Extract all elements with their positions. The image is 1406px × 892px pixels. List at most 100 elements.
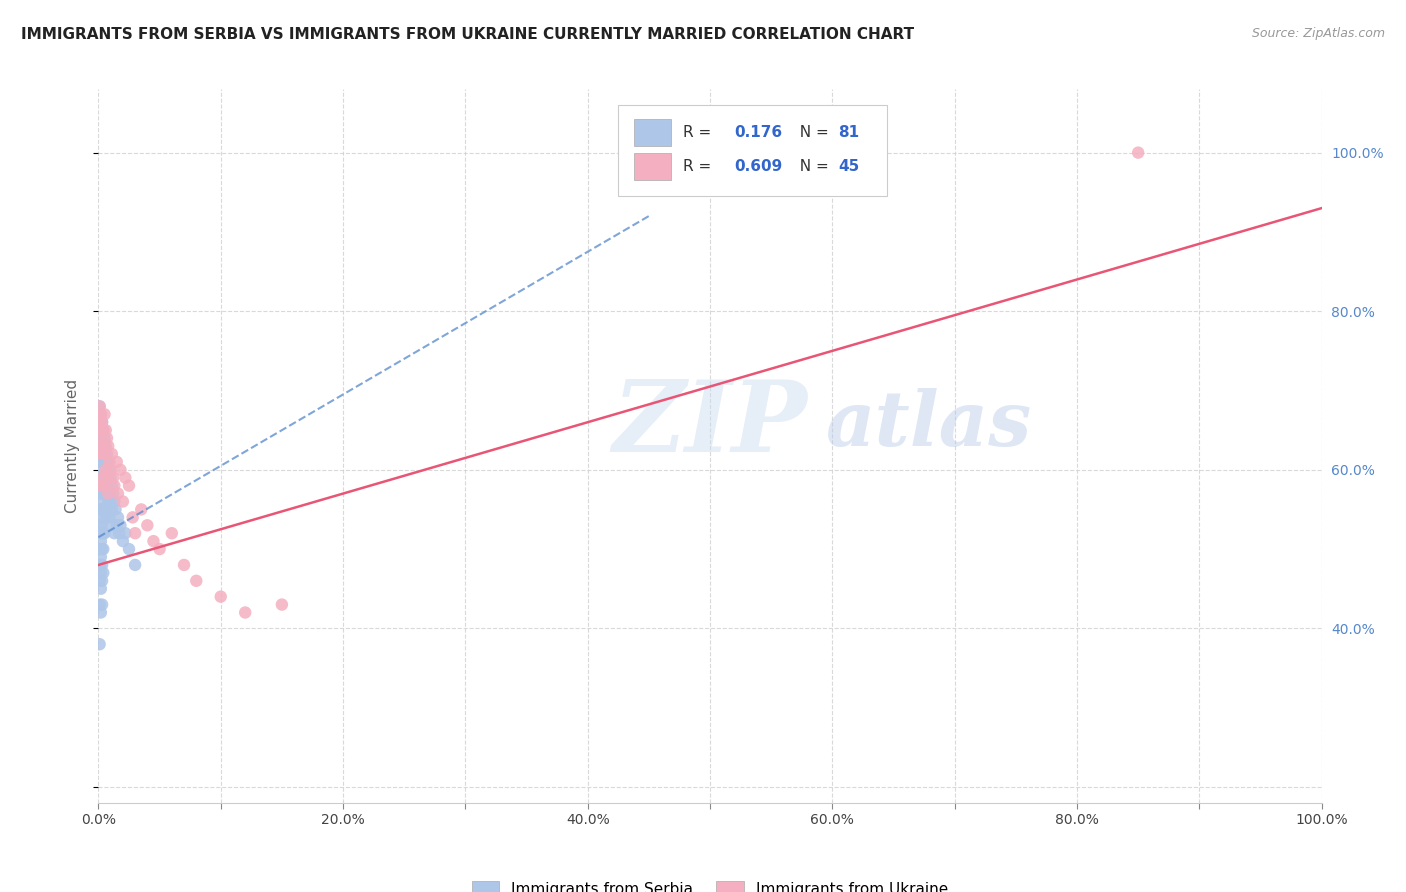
Point: [98, 455, 121, 469]
Point: [101, 486, 124, 500]
Point: [91, 455, 114, 469]
Point: [186, 574, 208, 588]
Point: [91, 518, 114, 533]
Text: 81: 81: [838, 125, 859, 140]
Point: [96, 463, 118, 477]
Point: [91, 415, 114, 429]
Point: [101, 478, 124, 492]
Point: [90, 582, 112, 596]
Point: [91, 526, 114, 541]
Point: [93, 407, 115, 421]
Point: [90, 478, 112, 492]
Text: 45: 45: [838, 159, 859, 174]
Point: [96, 431, 118, 445]
Point: [97, 471, 120, 485]
Point: [100, 471, 122, 485]
Point: [98, 510, 121, 524]
Point: [94, 455, 117, 469]
Point: [94, 423, 117, 437]
Text: ZIP: ZIP: [612, 376, 807, 473]
Point: [121, 510, 143, 524]
Point: [93, 486, 115, 500]
Point: [107, 486, 129, 500]
Point: [103, 526, 125, 541]
Point: [97, 486, 120, 500]
Point: [136, 518, 159, 533]
Point: [118, 478, 141, 492]
Point: [93, 502, 115, 516]
Point: [129, 502, 152, 516]
Point: [89, 400, 111, 414]
Point: [93, 526, 115, 541]
Point: [91, 494, 114, 508]
Bar: [634, 120, 671, 146]
Point: [90, 447, 112, 461]
Point: [93, 447, 115, 461]
Point: [89, 574, 111, 588]
Point: [101, 447, 124, 461]
Point: [91, 574, 114, 588]
Point: [209, 590, 232, 604]
Point: [233, 606, 256, 620]
Point: [91, 478, 114, 492]
Point: [142, 534, 165, 549]
Point: [103, 494, 125, 508]
Text: Source: ZipAtlas.com: Source: ZipAtlas.com: [1251, 27, 1385, 40]
Text: IMMIGRANTS FROM SERBIA VS IMMIGRANTS FROM UKRAINE CURRENTLY MARRIED CORRELATION : IMMIGRANTS FROM SERBIA VS IMMIGRANTS FRO…: [21, 27, 914, 42]
Point: [105, 455, 128, 469]
Point: [89, 415, 111, 429]
Point: [107, 510, 129, 524]
Point: [94, 471, 117, 485]
Point: [91, 471, 114, 485]
Point: [114, 471, 136, 485]
Point: [89, 400, 111, 414]
Point: [89, 558, 111, 572]
Point: [91, 478, 114, 492]
Point: [91, 598, 114, 612]
Point: [90, 471, 112, 485]
Point: [149, 542, 172, 557]
Point: [110, 463, 132, 477]
Point: [89, 637, 111, 651]
Text: R =: R =: [683, 159, 716, 174]
Point: [90, 534, 112, 549]
Point: [91, 439, 114, 453]
Point: [96, 471, 118, 485]
Point: [98, 486, 121, 500]
Point: [1128, 145, 1150, 160]
Point: [89, 526, 111, 541]
Point: [93, 439, 115, 453]
Text: atlas: atlas: [827, 388, 1032, 461]
Point: [118, 542, 141, 557]
Point: [114, 526, 136, 541]
Point: [94, 439, 117, 453]
Text: N =: N =: [790, 125, 834, 140]
Point: [94, 486, 117, 500]
Point: [97, 494, 120, 508]
Point: [124, 526, 146, 541]
Point: [104, 502, 127, 516]
Point: [93, 431, 115, 445]
Point: [97, 455, 120, 469]
Point: [91, 463, 114, 477]
Point: [90, 606, 112, 620]
Text: N =: N =: [790, 159, 834, 174]
Point: [91, 526, 114, 541]
Point: [101, 502, 124, 516]
Bar: [634, 153, 671, 180]
Point: [90, 549, 112, 564]
Text: R =: R =: [683, 125, 716, 140]
Point: [98, 463, 121, 477]
Point: [97, 439, 120, 453]
Point: [90, 518, 112, 533]
Point: [90, 407, 112, 421]
Point: [96, 502, 118, 516]
Point: [91, 415, 114, 429]
Point: [91, 542, 114, 557]
Point: [270, 598, 294, 612]
Point: [89, 447, 111, 461]
Point: [100, 494, 122, 508]
Point: [96, 478, 118, 492]
Point: [103, 478, 125, 492]
Point: [90, 566, 112, 580]
